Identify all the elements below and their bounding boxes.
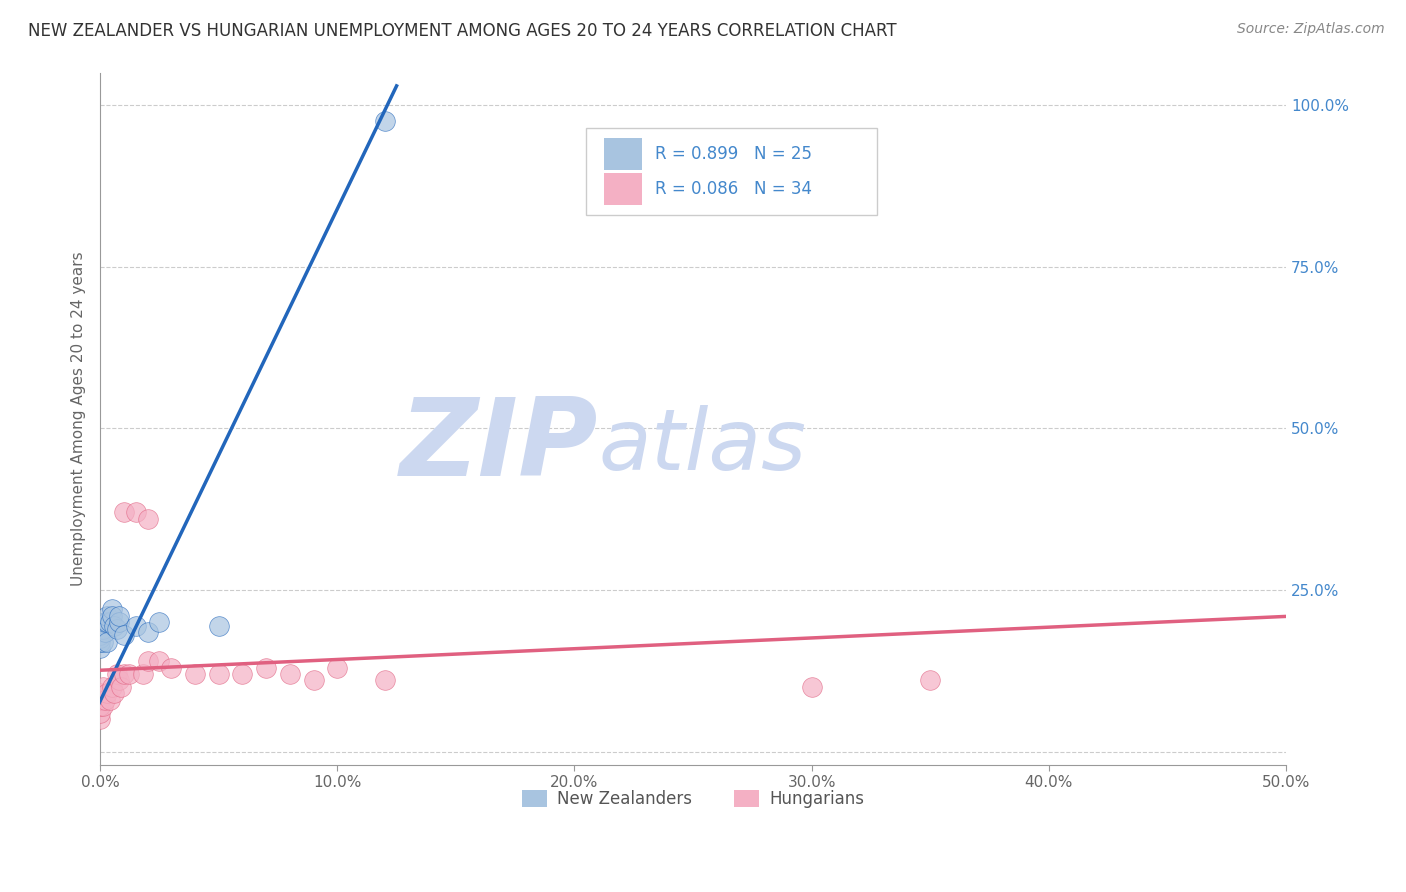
FancyBboxPatch shape — [586, 128, 877, 215]
Legend: New Zealanders, Hungarians: New Zealanders, Hungarians — [516, 783, 870, 815]
Point — [94, 625, 117, 640]
Point — [96, 615, 118, 630]
Point — [91, 699, 114, 714]
Point — [278, 667, 301, 681]
Point — [112, 628, 135, 642]
Point — [108, 608, 131, 623]
Point — [374, 114, 396, 128]
Point — [91, 680, 114, 694]
Point — [184, 667, 207, 681]
Point — [208, 618, 231, 632]
Point — [89, 712, 111, 726]
Point — [96, 686, 118, 700]
Point — [101, 602, 124, 616]
Point — [117, 667, 139, 681]
Point — [108, 673, 131, 688]
Point — [101, 680, 124, 694]
Point — [89, 628, 111, 642]
Point — [148, 615, 170, 630]
Point — [302, 673, 325, 688]
Point — [105, 622, 128, 636]
Point — [89, 641, 111, 656]
Bar — [605, 173, 643, 204]
Point — [125, 618, 148, 632]
Point — [91, 622, 114, 636]
Point — [89, 693, 111, 707]
Text: R = 0.899   N = 25: R = 0.899 N = 25 — [655, 145, 813, 163]
Point — [326, 660, 349, 674]
Point — [103, 686, 125, 700]
Text: R = 0.086   N = 34: R = 0.086 N = 34 — [655, 180, 813, 198]
Point — [89, 622, 111, 636]
Point — [231, 667, 253, 681]
Text: ZIP: ZIP — [399, 393, 598, 500]
Point — [208, 667, 231, 681]
Point — [101, 608, 124, 623]
Point — [89, 699, 111, 714]
Text: Source: ZipAtlas.com: Source: ZipAtlas.com — [1237, 22, 1385, 37]
Point — [94, 693, 117, 707]
Point — [920, 673, 942, 688]
Point — [800, 680, 823, 694]
Point — [110, 680, 132, 694]
Bar — [605, 138, 643, 169]
Point — [91, 634, 114, 648]
Point — [89, 632, 111, 646]
Text: atlas: atlas — [598, 405, 806, 488]
Point — [160, 660, 183, 674]
Point — [254, 660, 277, 674]
Point — [96, 608, 118, 623]
Point — [136, 512, 159, 526]
Point — [105, 667, 128, 681]
Point — [112, 506, 135, 520]
Point — [89, 706, 111, 720]
Point — [132, 667, 155, 681]
Point — [136, 625, 159, 640]
Y-axis label: Unemployment Among Ages 20 to 24 years: Unemployment Among Ages 20 to 24 years — [72, 252, 86, 586]
Point — [89, 634, 111, 648]
Point — [112, 667, 135, 681]
Point — [148, 654, 170, 668]
Point — [136, 654, 159, 668]
Point — [125, 506, 148, 520]
Text: NEW ZEALANDER VS HUNGARIAN UNEMPLOYMENT AMONG AGES 20 TO 24 YEARS CORRELATION CH: NEW ZEALANDER VS HUNGARIAN UNEMPLOYMENT … — [28, 22, 897, 40]
Point — [98, 615, 121, 630]
Point — [96, 634, 118, 648]
Point — [94, 615, 117, 630]
Point — [108, 615, 131, 630]
Point — [374, 673, 396, 688]
Point — [98, 693, 121, 707]
Point — [89, 686, 111, 700]
Point — [103, 618, 125, 632]
